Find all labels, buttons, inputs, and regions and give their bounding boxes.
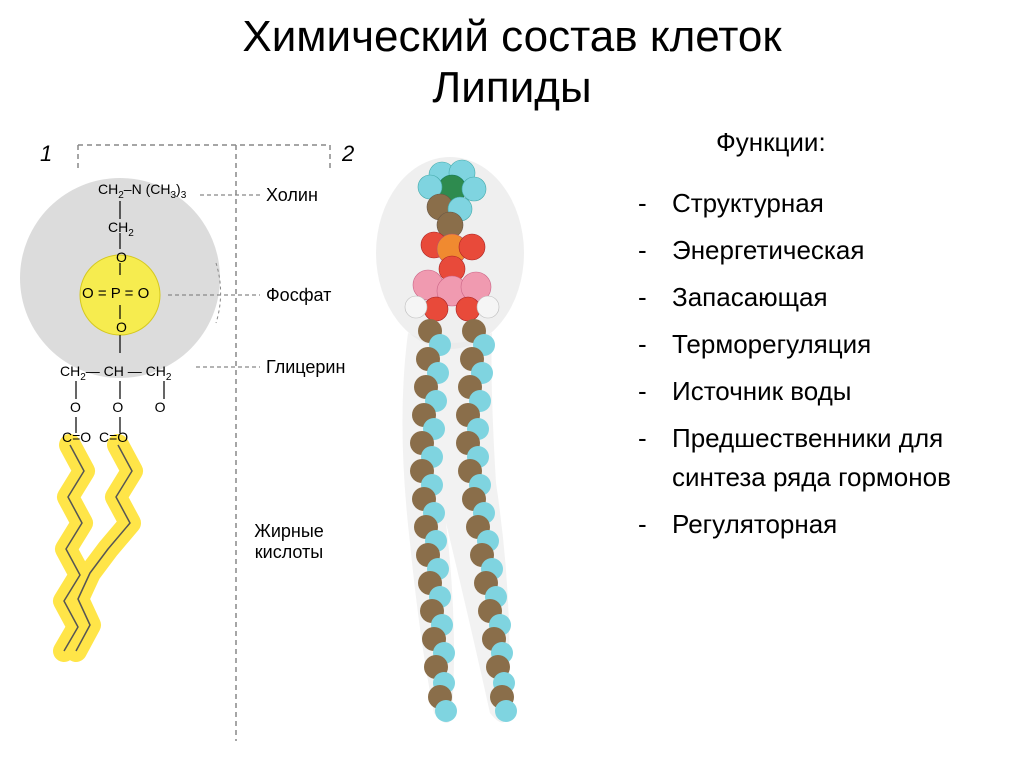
- function-item: Источник воды: [630, 372, 1024, 411]
- function-item: Предшественники для синтеза ряда гормоно…: [630, 419, 1024, 497]
- label-fatty-acids: Жирные кислоты: [244, 521, 334, 563]
- formula-ch2: CH2: [108, 219, 134, 239]
- formula-o1: O: [116, 249, 127, 265]
- formula-glycerol: CH2— CH — CH2: [60, 363, 171, 383]
- function-item: Структурная: [630, 184, 1024, 223]
- function-item: Запасающая: [630, 278, 1024, 317]
- content-row: 1 2 Холин Фосфат Глицерин Жирные кислоты…: [0, 123, 1024, 760]
- formula-choline: CH2–N (CH3)3: [98, 181, 186, 201]
- title-line-2: Липиды: [432, 63, 591, 112]
- label-glycerol: Глицерин: [266, 357, 345, 378]
- function-item: Терморегуляция: [630, 325, 1024, 364]
- function-item: Регуляторная: [630, 505, 1024, 544]
- function-item: Энергетическая: [630, 231, 1024, 270]
- formula-o2: O: [116, 319, 127, 335]
- panel-2-label: 2: [342, 141, 354, 167]
- formula-c-o: C=O C=O: [62, 429, 128, 445]
- functions-header: Функции:: [716, 127, 1024, 158]
- formula-o-triple: O O O: [70, 399, 168, 415]
- label-phosphate: Фосфат: [266, 285, 331, 306]
- functions-area: Функции: Структурная Энергетическая Запа…: [620, 123, 1024, 760]
- formula-phosphate: O = P = O: [82, 285, 149, 302]
- label-choline: Холин: [266, 185, 318, 206]
- panel-1-label: 1: [40, 141, 52, 167]
- diagram-area: 1 2 Холин Фосфат Глицерин Жирные кислоты…: [0, 123, 620, 760]
- functions-list: Структурная Энергетическая Запасающая Те…: [630, 184, 1024, 544]
- title-line-1: Химический состав клеток: [242, 12, 781, 61]
- page-title: Химический состав клеток Липиды: [0, 0, 1024, 113]
